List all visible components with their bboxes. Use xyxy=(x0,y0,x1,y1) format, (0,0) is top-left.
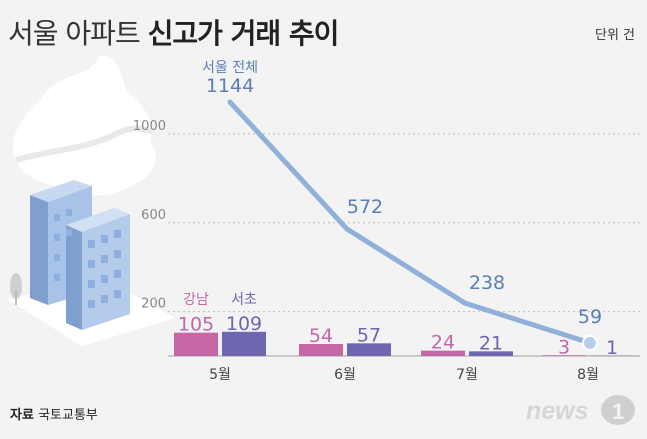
total-value-label: 59 xyxy=(578,306,602,328)
x-tick-label: 7월 xyxy=(456,367,478,383)
total-point-3 xyxy=(582,334,598,351)
bar-series xyxy=(174,331,634,356)
bar-value-label: 24 xyxy=(431,332,455,354)
total-value-label: 1144 xyxy=(206,75,254,97)
bar-value-label: 3 xyxy=(558,336,570,358)
bar-value-label: 105 xyxy=(178,314,214,336)
value-labels: 105 54 24 3 109 57 21 1 1144 572 238 59 xyxy=(178,75,618,359)
bar-value-label: 57 xyxy=(357,324,381,346)
total-value-label: 572 xyxy=(347,196,383,218)
title-regular: 서울 아파트 xyxy=(8,17,148,50)
line-series xyxy=(227,99,598,351)
x-tick-label: 5월 xyxy=(209,367,231,383)
y-tick-labels: 200 600 1000 xyxy=(133,119,166,312)
bar-value-label: 54 xyxy=(309,325,333,347)
bar-seocho-0 xyxy=(222,331,266,356)
total-value-label: 238 xyxy=(469,272,505,294)
bar-value-label: 21 xyxy=(479,332,503,354)
series-label-gangnam: 강남 xyxy=(183,292,209,308)
x-tick-labels: 5월 6월 7월 8월 xyxy=(209,367,599,383)
series-label-seocho: 서초 xyxy=(231,292,257,308)
chart-title: 서울 아파트 신고가 거래 추이 xyxy=(8,12,340,52)
building-illustration xyxy=(8,180,175,346)
total-line xyxy=(227,99,593,346)
source-label: 자료 xyxy=(10,408,34,423)
source-note: 자료 국토교통부 xyxy=(10,404,98,423)
svg-text:1: 1 xyxy=(612,399,624,424)
y-tick-600: 600 xyxy=(141,208,166,223)
bar-gangnam-0 xyxy=(174,332,218,356)
y-tick-200: 200 xyxy=(141,297,166,312)
series-label-total: 서울 전체 xyxy=(202,60,258,76)
x-tick-label: 6월 xyxy=(334,367,356,383)
y-tick-1000: 1000 xyxy=(133,119,166,134)
bar-value-label: 1 xyxy=(606,337,618,359)
seoul-map-illustration xyxy=(13,55,156,196)
bar-seocho-2 xyxy=(469,351,513,356)
title-bold: 신고가 거래 추이 xyxy=(147,17,340,50)
bar-gangnam-2 xyxy=(421,350,465,356)
svg-text:news: news xyxy=(526,397,589,425)
news1-logo: news 1 xyxy=(526,395,635,425)
bar-gangnam-3 xyxy=(542,355,586,356)
source-name: 국토교통부 xyxy=(38,408,98,423)
bar-value-label: 109 xyxy=(226,313,262,335)
unit-label: 단위 건 xyxy=(594,28,635,43)
gridlines xyxy=(168,133,640,313)
x-tick-label: 8월 xyxy=(577,367,599,383)
bar-gangnam-1 xyxy=(299,344,343,356)
bar-seocho-1 xyxy=(347,343,391,356)
